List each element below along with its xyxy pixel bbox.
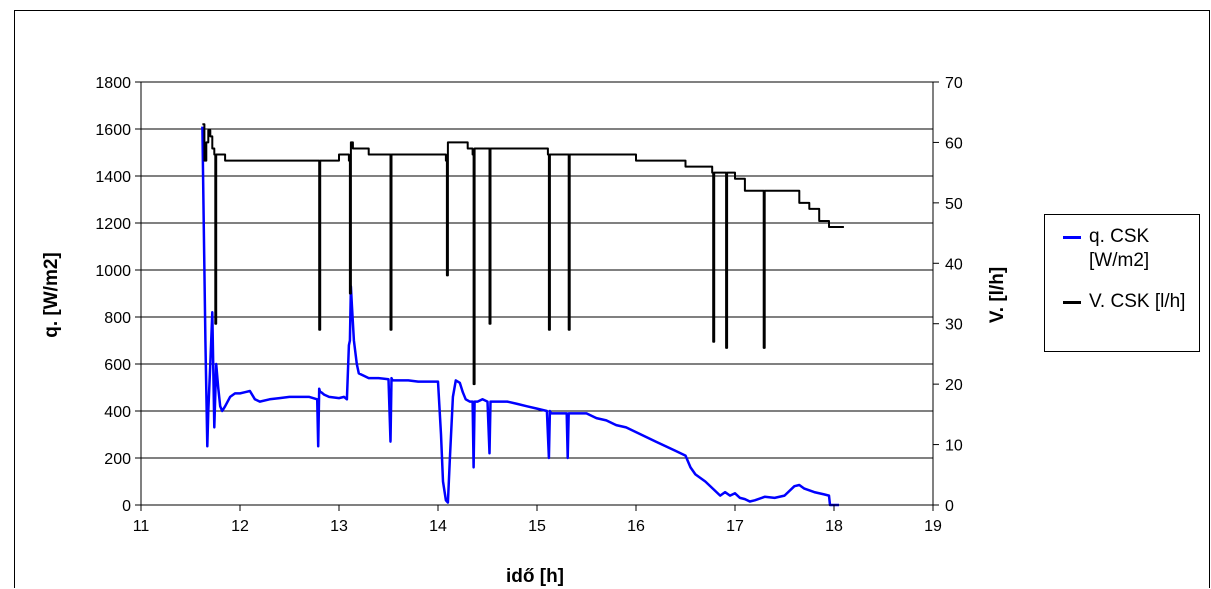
legend-item-v: V. CSK [l/h] [1063, 290, 1193, 340]
y2-tick-label: 70 [945, 75, 963, 92]
x-tick-label: 19 [924, 518, 942, 535]
series-line-v [202, 123, 844, 386]
y-tick-label: 1400 [95, 169, 131, 186]
x-tick-label: 11 [133, 518, 150, 535]
y2-tick-label: 60 [945, 135, 963, 152]
y-axis-title: q. [W/m2] [41, 252, 62, 338]
legend: q. CSK [W/m2] V. CSK [l/h] [1044, 214, 1200, 352]
x-tick-label: 17 [726, 518, 744, 535]
y2-tick-label: 10 [945, 438, 963, 455]
legend-label-v: V. CSK [l/h] [1089, 291, 1186, 312]
y-tick-label: 0 [122, 498, 131, 515]
chart-frame [14, 10, 1210, 588]
x-tick-label: 15 [528, 518, 546, 535]
y2-tick-label: 40 [945, 256, 963, 273]
series-line-q [201, 126, 839, 507]
x-tick-label: 16 [627, 518, 645, 535]
y-tick-label: 600 [104, 357, 131, 374]
y-tick-label: 1200 [95, 216, 131, 233]
legend-item-q: q. CSK [W/m2] [1063, 225, 1193, 275]
y-tick-label: 1600 [95, 122, 131, 139]
legend-swatch-v [1063, 301, 1081, 304]
y2-tick-label: 0 [945, 498, 954, 515]
legend-label-q: q. CSK [W/m2] [1089, 226, 1150, 271]
x-tick-label: 13 [330, 518, 348, 535]
x-tick-label: 12 [231, 518, 249, 535]
y2-axis-title: V. [l/h] [987, 267, 1008, 323]
y-tick-label: 800 [104, 310, 131, 327]
y2-tick-label: 30 [945, 317, 963, 334]
y-tick-label: 200 [104, 451, 131, 468]
y2-tick-label: 50 [945, 196, 963, 213]
x-tick-label: 14 [429, 518, 447, 535]
x-tick-label: 18 [825, 518, 843, 535]
y-tick-label: 400 [104, 404, 131, 421]
y-tick-label: 1800 [95, 75, 131, 92]
y2-tick-label: 20 [945, 377, 963, 394]
y-tick-label: 1000 [95, 263, 131, 280]
legend-swatch-q [1063, 236, 1081, 239]
x-axis-title: idő [h] [506, 566, 564, 587]
